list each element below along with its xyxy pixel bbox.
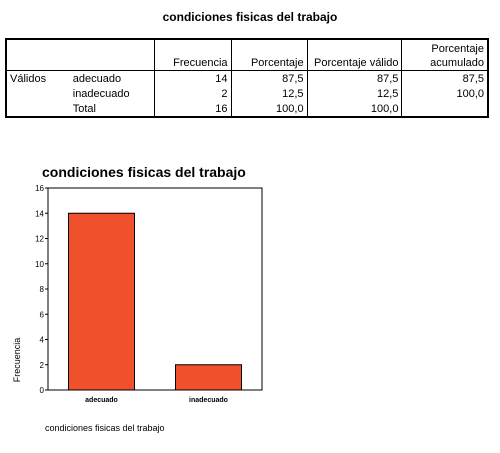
- cell-frecuencia: 16: [154, 101, 232, 117]
- bar: [68, 212, 135, 391]
- y-tick-label: 4: [40, 336, 45, 345]
- x-tick-label: adecuado: [85, 397, 118, 404]
- header-label: [69, 39, 155, 71]
- x-tick-label: inadecuado: [189, 397, 228, 404]
- header-group: [6, 39, 70, 71]
- chart-title: condiciones fisicas del trabajo: [42, 164, 246, 180]
- bar-chart: 0 2 4 6 8 10 12 14 16 adecuado inadecuado Frecuenci…: [12, 184, 263, 433]
- header-frecuencia: Frecuencia: [154, 39, 232, 71]
- plot-area: 0 2 4 6 8 10 12 14 16 adecuado inadecuado Frecuenci…: [12, 184, 263, 433]
- header-porcentaje: Porcentaje: [230, 39, 308, 71]
- table-header-row: Frecuencia Porcentaje Porcentaje válido …: [6, 39, 488, 71]
- table-row: inadecuado 2 12,5 12,5 100,0: [6, 86, 488, 101]
- cell-porcentaje: 100,0: [230, 101, 308, 117]
- x-axis-label: condiciones fisicas del trabajo: [45, 423, 165, 433]
- y-tick-label: 8: [40, 285, 45, 294]
- cell-porcentaje-acumulado: 87,5: [401, 70, 488, 86]
- cell-porcentaje: 87,5: [230, 70, 308, 86]
- cell-porcentaje-valido: 12,5: [306, 86, 402, 101]
- frequency-table: Frecuencia Porcentaje Porcentaje válido …: [5, 38, 489, 118]
- cell-porcentaje-valido: 87,5: [306, 70, 402, 86]
- row-group: [6, 101, 70, 117]
- cell-porcentaje-acumulado: [401, 101, 488, 117]
- row-label: adecuado: [72, 72, 122, 85]
- header-porcentaje-acumulado: Porcentaje acumulado: [401, 39, 488, 71]
- row-group: [6, 86, 70, 101]
- table-row: Válidos adecuado 14 87,5 87,5 87,5: [6, 70, 488, 86]
- cell-porcentaje-valido: 100,0: [306, 101, 402, 117]
- table-row: Total 16 100,0 100,0: [6, 101, 488, 117]
- row-group: Válidos: [10, 72, 47, 85]
- row-label: Total: [72, 102, 96, 115]
- y-tick-label: 6: [40, 310, 45, 319]
- y-tick-label: 12: [35, 235, 44, 244]
- bar: [175, 364, 242, 391]
- cell-porcentaje-acumulado: 100,0: [401, 86, 488, 101]
- header-porcentaje-valido: Porcentaje válido: [306, 39, 402, 71]
- cell-frecuencia: 14: [154, 70, 232, 86]
- cell-porcentaje: 12,5: [230, 86, 308, 101]
- table-title: condiciones fisicas del trabajo: [162, 10, 338, 24]
- y-tick-label: 16: [35, 184, 44, 193]
- y-tick-label: 2: [40, 361, 45, 370]
- y-axis-label: Frecuencia: [12, 338, 22, 383]
- y-tick-label: 14: [35, 209, 44, 218]
- row-label: inadecuado: [72, 87, 130, 100]
- y-tick-label: 0: [40, 386, 45, 395]
- cell-frecuencia: 2: [154, 86, 232, 101]
- y-tick-label: 10: [35, 260, 44, 269]
